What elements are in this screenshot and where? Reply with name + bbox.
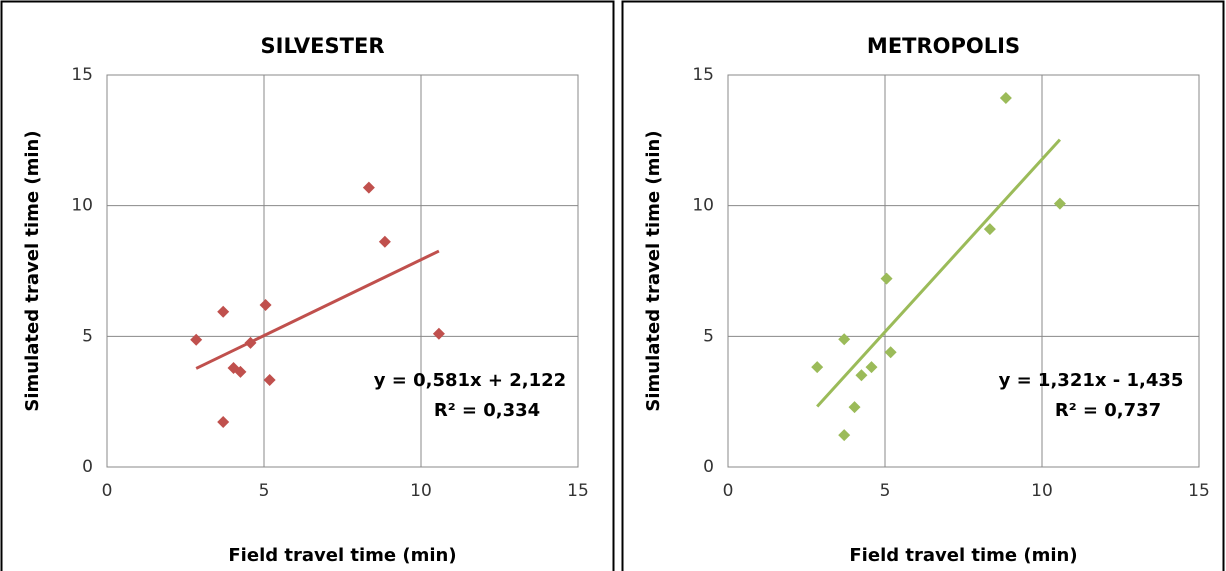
y-tick-label: 10 [692, 196, 714, 216]
point [217, 416, 230, 429]
panel-border [0, 0, 615, 571]
x-tick-label: 5 [259, 481, 270, 501]
trend-equation: y = 1,321x - 1,435 [999, 370, 1184, 391]
point [1053, 197, 1066, 210]
point [848, 401, 861, 414]
y-axis-label: Simulated travel time (min) [22, 130, 43, 411]
point [432, 327, 445, 340]
x-axis-label: Field travel time (min) [228, 545, 456, 566]
point [855, 369, 868, 382]
plot-area [727, 74, 1200, 468]
x-axis-label: Field travel time (min) [849, 545, 1077, 566]
x-tick-label: 15 [567, 481, 589, 501]
point [884, 346, 897, 359]
point [838, 333, 851, 346]
x-tick-label: 10 [410, 481, 432, 501]
trend-equation: y = 0,581x + 2,122 [374, 370, 566, 391]
point [838, 429, 851, 442]
y-tick-label: 10 [71, 196, 93, 216]
point [880, 272, 893, 285]
x-tick-label: 15 [1188, 481, 1210, 501]
trendline [816, 138, 1062, 408]
y-tick-label: 15 [692, 65, 714, 85]
y-tick-label: 5 [82, 326, 93, 346]
trendline [195, 249, 440, 370]
y-tick-label: 0 [82, 457, 93, 477]
panel-border [621, 0, 1225, 571]
plot-area [106, 74, 579, 468]
point [999, 91, 1012, 104]
point [865, 361, 878, 374]
point [378, 235, 391, 248]
y-tick-label: 15 [71, 65, 93, 85]
chart-title: SILVESTER [261, 34, 385, 58]
point [259, 298, 272, 311]
x-tick-label: 5 [880, 481, 891, 501]
point [983, 223, 996, 236]
point [811, 361, 824, 374]
y-tick-label: 0 [703, 457, 714, 477]
point [234, 365, 247, 378]
point [362, 181, 375, 194]
x-tick-label: 0 [723, 481, 734, 501]
y-tick-label: 5 [703, 326, 714, 346]
trend-r2: R² = 0,737 [1055, 400, 1161, 421]
point [263, 373, 276, 386]
chart-title: METROPOLIS [867, 34, 1020, 58]
point [244, 336, 257, 349]
trend-r2: R² = 0,334 [434, 400, 540, 421]
point [217, 305, 230, 318]
point [190, 333, 203, 346]
x-tick-label: 10 [1031, 481, 1053, 501]
x-tick-label: 0 [102, 481, 113, 501]
y-axis-label: Simulated travel time (min) [643, 130, 664, 411]
